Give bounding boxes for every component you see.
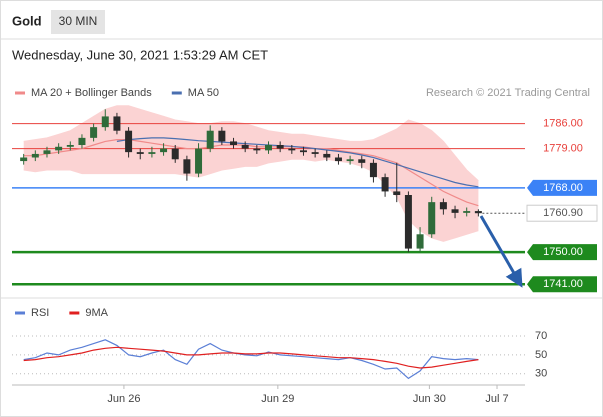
candle-body (241, 145, 249, 149)
candle-body (195, 148, 203, 174)
candle-body (416, 234, 424, 249)
candle-body (101, 116, 109, 128)
datetime: Wednesday, June 30, 2021 1:53:29 AM CET (12, 47, 268, 62)
level-label: 1760.90 (543, 207, 583, 219)
candle-body (428, 202, 436, 235)
bollinger-band (23, 105, 479, 242)
candle-body (404, 195, 412, 249)
candle-body (125, 130, 133, 153)
indicator-line (23, 346, 479, 369)
candle-body (288, 148, 296, 151)
moving-average (116, 137, 479, 188)
candle-body (183, 159, 191, 174)
candle-body (136, 152, 144, 154)
candle-body (381, 177, 389, 192)
candle-body (230, 141, 238, 145)
candle-body (66, 145, 74, 147)
candle-body (334, 157, 342, 162)
candle-body (148, 152, 156, 154)
candle-body (265, 145, 272, 151)
candle-body (78, 137, 86, 145)
candle-body (463, 211, 471, 213)
y-tick-label: 50 (535, 349, 547, 361)
level-tag (526, 204, 598, 222)
candle-body (206, 130, 214, 149)
candle-body (276, 145, 284, 149)
candle-body (346, 159, 354, 162)
timeframe-tab[interactable] (51, 10, 105, 34)
symbol: Gold (12, 13, 42, 28)
x-tick-label: Jun 30 (413, 393, 446, 405)
level-label: 1750.00 (543, 246, 583, 258)
y-tick-label: 30 (535, 368, 547, 380)
candle-body (113, 116, 121, 131)
indicator-line (23, 339, 479, 380)
level-tag (527, 244, 597, 261)
candle-body (55, 146, 63, 151)
x-tick-label: Jul 7 (485, 393, 508, 405)
level-label: 1786.00 (543, 117, 583, 129)
candle-body (323, 153, 331, 158)
candle-body (31, 153, 39, 158)
level-label: 1741.00 (543, 278, 583, 290)
candle-body (171, 148, 179, 160)
candle-body (474, 211, 482, 214)
x-tick-label: Jun 29 (261, 393, 294, 405)
candle-body (218, 130, 226, 142)
legend-label: MA 50 (188, 87, 219, 99)
credit: Research © 2021 Trading Central (426, 87, 590, 99)
candle-body (253, 148, 261, 151)
candle-body (439, 202, 447, 210)
forecast-arrow (479, 215, 523, 288)
bollinger-lower (23, 158, 479, 242)
candle-body (20, 157, 28, 162)
candle-body (90, 127, 98, 138)
candle-body (358, 159, 366, 163)
y-tick-label: 70 (535, 330, 547, 342)
level-tag (527, 276, 597, 293)
candle-body (369, 162, 377, 178)
candle-body (160, 148, 168, 153)
candle-body (43, 150, 51, 154)
level-tag (527, 179, 597, 196)
timeframe[interactable]: 30 MIN (59, 14, 98, 28)
legend-label: RSI (31, 307, 49, 319)
candle-body (393, 191, 401, 195)
legend-label: 9MA (85, 307, 108, 319)
level-label: 1768.00 (543, 182, 583, 194)
candle-body (311, 152, 319, 154)
bollinger-upper (23, 105, 479, 182)
x-tick-label: Jun 26 (107, 393, 140, 405)
candle-body (451, 209, 459, 213)
candle-body (299, 150, 307, 153)
legend-label: MA 20 + Bollinger Bands (31, 87, 152, 99)
level-label: 1779.00 (543, 142, 583, 154)
